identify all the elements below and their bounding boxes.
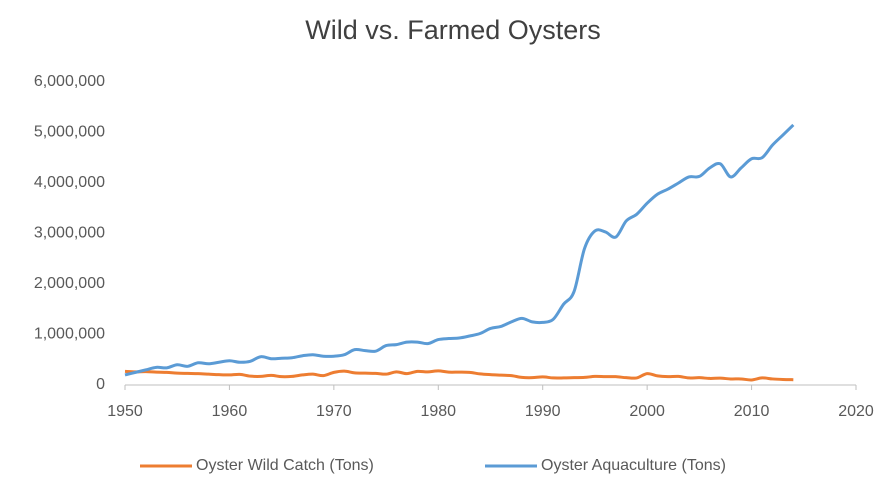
legend-label: Oyster Wild Catch (Tons) — [196, 457, 374, 474]
x-tick-label: 2020 — [838, 403, 874, 420]
x-tick-label: 1960 — [212, 403, 248, 420]
x-tick-label: 2000 — [629, 403, 665, 420]
y-tick-label: 6,000,000 — [34, 73, 105, 90]
y-tick-label: 1,000,000 — [34, 326, 105, 343]
chart-title: Wild vs. Farmed Oysters — [305, 15, 601, 45]
x-tick-label: 1950 — [107, 403, 143, 420]
y-tick-label: 5,000,000 — [34, 124, 105, 141]
y-tick-label: 4,000,000 — [34, 174, 105, 191]
y-tick-label: 0 — [96, 376, 105, 393]
y-tick-label: 3,000,000 — [34, 225, 105, 242]
legend-label: Oyster Aquaculture (Tons) — [541, 457, 726, 474]
x-tick-label: 1970 — [316, 403, 352, 420]
series-line — [124, 123, 795, 377]
x-tick-label: 2010 — [734, 403, 770, 420]
x-tick-label: 1990 — [525, 403, 561, 420]
x-tick-label: 1980 — [420, 403, 456, 420]
y-tick-label: 2,000,000 — [34, 275, 105, 292]
series-line — [124, 369, 794, 382]
